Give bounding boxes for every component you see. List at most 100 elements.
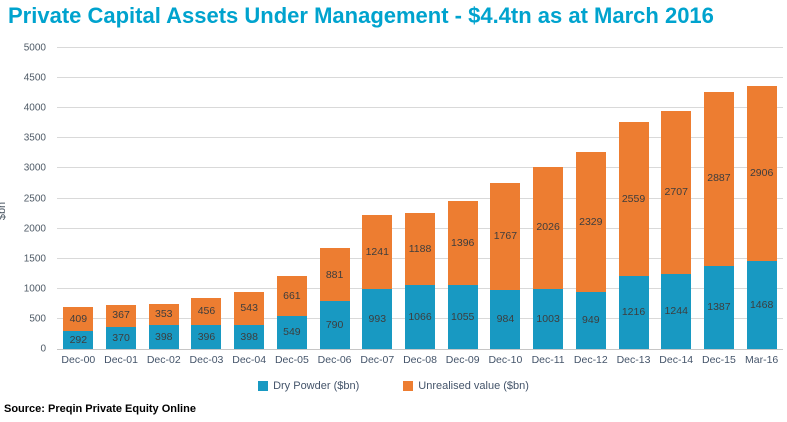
bar-segment-unrealised-value: 456	[191, 297, 222, 326]
bar-value-label: 1767	[493, 230, 518, 243]
bar-value-label: 1188	[408, 242, 432, 255]
source-note: Source: Preqin Private Equity Online	[4, 403, 196, 415]
y-tick-label: 4500	[23, 72, 46, 84]
bar-segment-unrealised-value: 881	[319, 248, 350, 302]
bar-dec-12: 2329 949	[575, 151, 606, 349]
bar-segment-dry-powder: 370	[106, 326, 137, 349]
bar-segment-unrealised-value: 367	[106, 304, 137, 327]
x-tick-label: Dec-05	[274, 354, 309, 366]
bar-value-label: 2887	[707, 172, 731, 185]
x-tick-label: Dec-04	[232, 354, 267, 366]
bar-dec-07: 1241 993	[362, 214, 393, 349]
y-tick-label: 4000	[23, 102, 46, 114]
bar-segment-unrealised-value: 2559	[618, 121, 649, 276]
bar-dec-04: 543 398	[234, 292, 265, 349]
bar-segment-dry-powder: 549	[276, 315, 307, 349]
bar-segment-unrealised-value: 2026	[533, 166, 564, 289]
bar-segment-unrealised-value: 353	[148, 303, 179, 326]
x-tick-label: Dec-15	[702, 354, 736, 366]
bar-value-label: 396	[197, 330, 216, 343]
bar-dec-13: 2559 1216	[618, 121, 649, 349]
x-tick-label: Dec-10	[488, 354, 523, 366]
y-tick-label: 3500	[23, 132, 46, 144]
x-tick-label: Dec-14	[659, 354, 694, 366]
bar-dec-08: 1188 1066	[405, 213, 435, 349]
bar-value-label: 1003	[536, 312, 560, 325]
bar-value-label: 2906	[749, 166, 774, 179]
legend-item-unrealised-value: Unrealised value ($bn)	[403, 380, 529, 392]
y-tick-label: 2500	[23, 193, 46, 204]
bar-dec-10: 1767 984	[490, 183, 521, 349]
bar-segment-dry-powder: 1055	[447, 285, 478, 349]
bar-segment-unrealised-value: 2906	[746, 85, 777, 261]
legend-label: Dry Powder ($bn)	[273, 380, 360, 392]
bar-value-label: 984	[496, 313, 515, 326]
x-tick-label: Dec-01	[104, 354, 138, 366]
bar-dec-05: 661 549	[276, 276, 307, 349]
bar-value-label: 292	[69, 333, 88, 346]
x-tick-label: Dec-06	[317, 354, 352, 366]
bar-value-label: 398	[240, 330, 258, 343]
x-tick-label: Dec-13	[616, 354, 651, 366]
legend-item-dry-powder: Dry Powder ($bn)	[258, 380, 359, 392]
bar-value-label: 2329	[579, 215, 603, 228]
bar-segment-dry-powder: 1387	[703, 265, 734, 349]
bar-value-label: 370	[112, 331, 130, 344]
bar-segment-dry-powder: 790	[319, 301, 350, 349]
bar-value-label: 1396	[451, 237, 475, 250]
x-tick-label: Dec-02	[146, 354, 181, 366]
bar-segment-dry-powder: 398	[148, 325, 179, 349]
bar-segment-dry-powder: 1468	[746, 260, 777, 349]
x-tick-label: Dec-12	[573, 354, 608, 366]
bar-dec-09: 1396 1055	[447, 201, 478, 349]
bar-segment-unrealised-value: 2329	[575, 151, 606, 292]
x-tick-label: Dec-11	[531, 354, 565, 366]
bar-segment-dry-powder: 398	[234, 325, 265, 349]
x-tick-label: Mar-16	[745, 354, 779, 366]
bar-segment-dry-powder: 1244	[661, 274, 692, 349]
bar-dec-11: 2026 1003	[533, 166, 564, 349]
bar-segment-dry-powder: 993	[362, 289, 393, 349]
x-tick-label: Dec-00	[61, 354, 96, 366]
bar-segment-dry-powder: 949	[575, 291, 606, 349]
gridline	[57, 77, 783, 79]
y-tick-label: 1500	[23, 253, 46, 265]
x-axis: Dec-00 Dec-01 Dec-02 Dec-03 Dec-04 Dec-05 Dec-…	[57, 354, 783, 368]
bar-value-label: 1216	[621, 306, 646, 319]
bar-value-label: 661	[283, 289, 301, 302]
bar-value-label: 790	[325, 318, 344, 331]
bar-value-label: 353	[154, 308, 173, 321]
bar-dec-00: 409 292	[63, 306, 94, 349]
bar-value-label: 367	[112, 309, 130, 322]
bar-segment-dry-powder: 984	[490, 289, 521, 349]
gridline	[57, 167, 783, 169]
bar-dec-03: 456 396	[191, 297, 222, 349]
bar-segment-unrealised-value: 409	[63, 306, 94, 332]
bar-value-label: 2707	[664, 186, 688, 199]
y-axis: 0 500 1000 1500 2000 2500 3000 3500 4000 4500 5000	[0, 43, 50, 355]
bar-dec-02: 353 398	[148, 303, 179, 349]
bar-value-label: 2559	[621, 192, 646, 205]
x-tick-label: Dec-07	[360, 354, 395, 366]
bar-dec-01: 367 370	[106, 304, 137, 349]
y-axis-title: $bn	[0, 201, 9, 221]
bar-value-label: 993	[368, 312, 387, 325]
x-tick-label: Dec-03	[189, 354, 224, 366]
y-tick-label: 0	[40, 343, 46, 355]
bar-value-label: 409	[69, 312, 88, 325]
bar-value-label: 1055	[451, 310, 475, 323]
gridline	[57, 137, 783, 139]
bar-segment-unrealised-value: 1188	[405, 213, 435, 285]
bar-segment-dry-powder: 1216	[618, 275, 649, 349]
bar-value-label: 1387	[707, 301, 731, 313]
bar-segment-unrealised-value: 1241	[362, 214, 393, 290]
bar-segment-dry-powder: 1066	[405, 284, 435, 349]
x-tick-label: Dec-09	[445, 354, 480, 366]
bar-segment-unrealised-value: 1396	[447, 201, 478, 286]
bar-value-label: 881	[325, 268, 344, 281]
bar-segment-unrealised-value: 1767	[490, 183, 521, 290]
bar-segment-unrealised-value: 543	[234, 292, 265, 326]
gridline	[57, 47, 783, 48]
gridline	[57, 197, 783, 199]
